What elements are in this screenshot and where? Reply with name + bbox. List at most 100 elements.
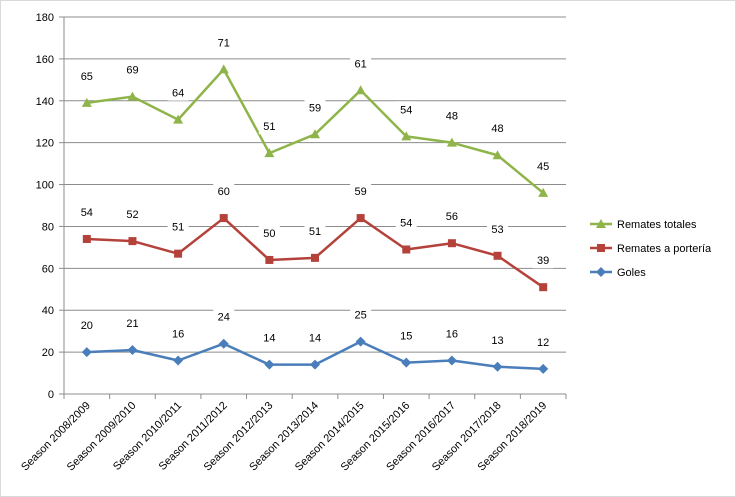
data-label-bg xyxy=(487,331,509,348)
data-label: 16 xyxy=(172,328,184,340)
data-label-bg xyxy=(121,61,143,78)
series-layer xyxy=(81,64,549,374)
data-label: 60 xyxy=(218,186,230,198)
data-label: 64 xyxy=(172,88,184,100)
data-label-bg xyxy=(441,208,463,225)
data-point-remates-a-porter-a xyxy=(128,237,137,246)
data-label: 53 xyxy=(491,224,503,236)
gridlines xyxy=(64,16,566,353)
data-label-bg xyxy=(304,99,326,116)
data-point-remates-a-porter-a xyxy=(174,249,183,258)
data-point-remates-totales xyxy=(446,137,457,147)
legend-marker-remates-totales xyxy=(596,219,606,228)
data-label-bg xyxy=(258,224,280,241)
data-label: 25 xyxy=(355,310,367,322)
data-label: 50 xyxy=(263,228,275,240)
data-label-bg xyxy=(532,157,554,174)
data-label-bg xyxy=(395,101,417,118)
legend: Remates totales Remates a portería Goles xyxy=(590,219,712,279)
data-label-bg xyxy=(76,317,98,334)
data-point-remates-a-porter-a xyxy=(311,253,319,262)
data-label-bg xyxy=(76,204,98,221)
data-point-remates-totales xyxy=(173,114,184,124)
data-point-remates-totales xyxy=(127,91,138,101)
data-label-bg xyxy=(532,252,554,269)
data-point-remates-totales xyxy=(310,129,320,139)
y-tick-label: 160 xyxy=(36,54,54,66)
data-point-goles xyxy=(401,357,412,368)
data-label-bg xyxy=(350,55,372,72)
data-label-bg xyxy=(304,222,326,239)
data-label-bg xyxy=(441,107,463,124)
data-point-remates-a-porter-a xyxy=(447,239,456,248)
data-point-remates-a-porter-a xyxy=(402,245,411,254)
data-point-goles xyxy=(264,359,275,370)
data-labels-layer: 65 69 64 71 51 59 61 54 48 48 45 54 52 51 60 50 51 59 54 56… xyxy=(76,34,554,350)
data-label-bg xyxy=(167,218,189,235)
data-point-remates-totales xyxy=(538,187,549,197)
data-label: 12 xyxy=(537,337,549,349)
data-label-bg xyxy=(304,329,326,346)
data-point-remates-a-porter-a xyxy=(219,214,228,223)
data-label: 54 xyxy=(81,207,93,219)
data-label: 54 xyxy=(400,104,412,116)
data-label-bg xyxy=(167,325,189,342)
legend-label-remates-totales: Remates totales xyxy=(617,219,697,231)
y-tick-label: 180 xyxy=(36,12,54,24)
data-point-goles xyxy=(81,347,92,358)
axes xyxy=(59,16,567,399)
data-label-bg xyxy=(532,333,554,350)
data-label: 16 xyxy=(446,328,458,340)
data-point-remates-a-porter-a xyxy=(493,251,502,260)
data-label: 51 xyxy=(172,222,184,234)
data-label: 71 xyxy=(218,37,230,49)
data-label: 48 xyxy=(446,111,458,123)
data-point-remates-totales xyxy=(218,64,229,74)
data-label: 13 xyxy=(491,335,503,347)
data-label-bg xyxy=(167,84,189,101)
data-label: 48 xyxy=(491,123,503,135)
data-label: 14 xyxy=(309,333,321,345)
data-label: 15 xyxy=(400,331,412,343)
y-tick-label: 140 xyxy=(36,96,54,108)
data-label: 69 xyxy=(126,65,138,77)
data-label-bg xyxy=(213,34,235,51)
data-point-remates-a-porter-a xyxy=(82,235,91,244)
data-label-bg xyxy=(76,67,98,84)
data-label: 45 xyxy=(537,161,549,173)
data-label: 56 xyxy=(446,211,458,223)
data-point-remates-totales xyxy=(355,85,366,95)
data-label-bg xyxy=(441,325,463,342)
data-label-bg xyxy=(487,120,509,137)
data-point-remates-a-porter-a xyxy=(265,255,274,264)
data-label-bg xyxy=(213,308,235,325)
data-point-remates-totales xyxy=(264,148,275,158)
data-label: 24 xyxy=(218,312,230,324)
y-tick-label: 100 xyxy=(36,180,54,192)
data-label-bg xyxy=(213,183,235,200)
data-label: 59 xyxy=(355,186,367,198)
y-tick-label: 0 xyxy=(48,389,54,401)
y-tick-label: 80 xyxy=(42,221,54,233)
y-tick-label: 120 xyxy=(36,138,54,150)
data-point-goles xyxy=(127,345,138,356)
data-label: 21 xyxy=(126,318,138,330)
y-tick-label: 60 xyxy=(42,263,54,275)
y-tick-label: 20 xyxy=(42,347,54,359)
data-label: 59 xyxy=(309,102,321,114)
legend-marker-remates-a-porter-a xyxy=(597,244,605,252)
data-point-goles xyxy=(218,338,229,349)
data-label: 61 xyxy=(355,58,367,70)
data-label: 14 xyxy=(263,333,275,345)
data-label: 20 xyxy=(81,320,93,332)
y-tick-label: 40 xyxy=(42,305,54,317)
data-point-goles xyxy=(446,355,457,366)
data-point-goles xyxy=(310,359,320,370)
data-point-remates-a-porter-a xyxy=(356,214,365,223)
data-point-goles xyxy=(355,336,366,347)
data-label-bg xyxy=(121,206,143,223)
data-label: 51 xyxy=(263,121,275,133)
